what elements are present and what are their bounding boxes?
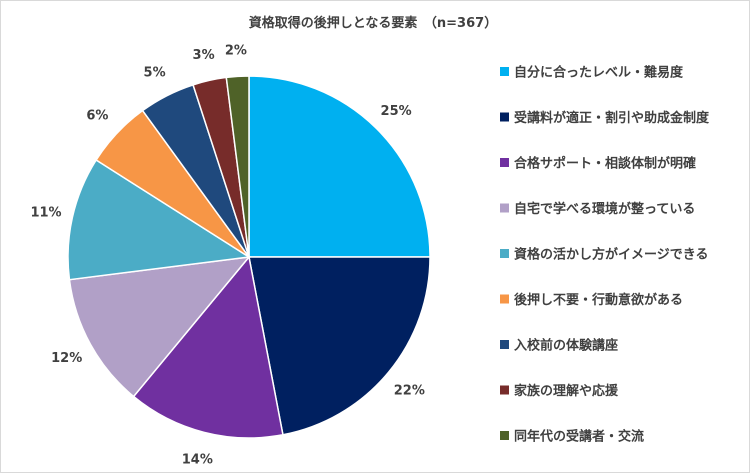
legend-swatch-8 xyxy=(500,385,509,395)
pie-slice-1 xyxy=(248,75,431,258)
data-label-5: 11% xyxy=(30,206,61,221)
pie-slices xyxy=(67,75,431,439)
pie-data-labels: 25% 22% 14% 12% 11% 6% 5% 3% 2% xyxy=(30,43,424,467)
data-label-6: 6% xyxy=(86,109,108,124)
legend-swatch-2 xyxy=(500,112,509,122)
pie-slice-3 xyxy=(132,255,284,439)
legend-label-4: 自宅で学べる環境が整っている xyxy=(514,201,695,217)
legend-label-7: 入校前の体験講座 xyxy=(514,338,618,354)
legend-label-9: 同年代の受講者・交流 xyxy=(514,429,644,445)
data-label-1: 25% xyxy=(381,104,412,119)
legend-label-8: 家族の理解や応援 xyxy=(514,383,619,399)
data-label-3: 14% xyxy=(182,453,213,468)
legend-swatch-7 xyxy=(500,340,509,349)
legend-swatch-6 xyxy=(500,294,509,304)
legend-swatch-4 xyxy=(500,203,509,213)
data-label-7: 5% xyxy=(144,66,166,81)
pie-slice-4 xyxy=(68,256,251,398)
data-label-9: 2% xyxy=(225,43,247,58)
legend-label-6: 後押し不要・行動意欲がある xyxy=(514,292,683,308)
legend-swatch-5 xyxy=(500,249,509,258)
pie-slice-2 xyxy=(248,256,431,436)
pie-slice-5 xyxy=(67,158,252,281)
legend: 自分に合ったレベル・難易度受講料が適正・割引や助成金制度合格サポート・相談体制が… xyxy=(500,65,710,445)
data-label-4: 12% xyxy=(51,351,82,366)
chart-title: 資格取得の後押しとなる要素 （n=367） xyxy=(249,15,497,31)
pie-slice-9 xyxy=(225,75,250,258)
legend-label-1: 自分に合ったレベル・難易度 xyxy=(514,65,684,81)
legend-label-2: 受講料が適正・割引や助成金制度 xyxy=(514,110,710,126)
legend-label-5: 資格の活かし方がイメージできる xyxy=(514,247,708,263)
data-label-8: 3% xyxy=(193,48,215,63)
legend-swatch-1 xyxy=(500,67,509,76)
data-label-2: 22% xyxy=(394,384,425,399)
legend-swatch-3 xyxy=(500,158,509,167)
legend-label-3: 合格サポート・相談体制が明確 xyxy=(514,156,696,172)
legend-swatch-9 xyxy=(500,431,509,440)
